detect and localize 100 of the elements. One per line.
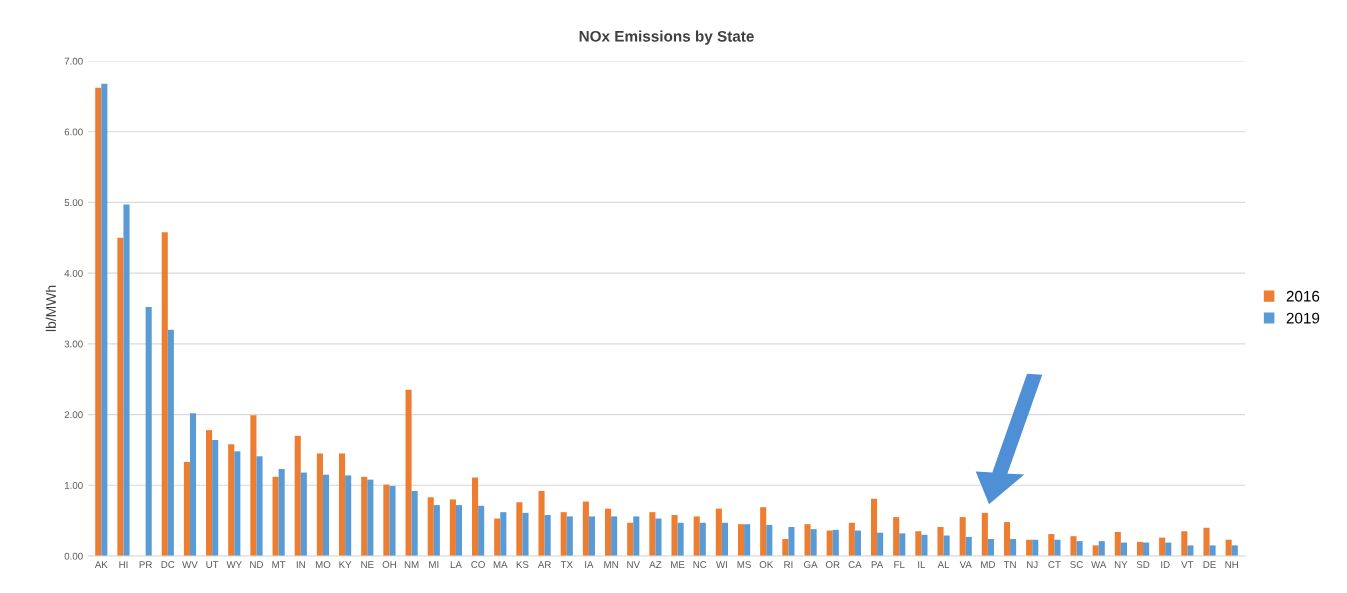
bar <box>478 505 485 556</box>
x-tick-label: MT <box>272 561 286 568</box>
y-axis-title: lb/MWh <box>45 285 56 332</box>
bar <box>161 232 168 556</box>
legend-label: 2019 <box>1286 312 1320 324</box>
x-tick-label: IA <box>585 561 594 568</box>
x-tick-label: FL <box>894 561 905 568</box>
x-tick-label: ID <box>1161 561 1170 568</box>
x-tick-label: MA <box>493 561 508 568</box>
bar <box>1114 531 1121 556</box>
bar <box>921 534 928 556</box>
x-tick-label: SD <box>1136 561 1150 568</box>
x-tick-label: MN <box>604 561 618 568</box>
bar <box>212 440 219 556</box>
bar <box>715 508 722 556</box>
x-tick-label: IN <box>296 561 305 568</box>
y-tick-label: 3.00 <box>64 340 83 348</box>
bar <box>1209 545 1216 556</box>
bar <box>345 475 352 556</box>
x-tick-label: UT <box>206 561 219 568</box>
bar <box>1054 539 1061 556</box>
x-tick-label: RI <box>784 561 793 568</box>
x-tick-label: DC <box>161 561 175 568</box>
x-tick-label: AR <box>537 561 551 568</box>
bar <box>1092 545 1099 556</box>
x-tick-label: NE <box>361 561 374 568</box>
bar <box>1032 539 1039 556</box>
x-tick-label: WV <box>182 561 198 568</box>
bar <box>1231 545 1238 556</box>
bar <box>405 389 412 556</box>
y-tick-label: 5.00 <box>64 199 83 207</box>
x-tick-label: MO <box>315 561 331 568</box>
x-tick-label: IL <box>918 561 926 568</box>
bar <box>228 444 235 556</box>
bar <box>671 514 678 556</box>
bar <box>937 527 944 556</box>
bar <box>389 485 396 556</box>
bar <box>788 527 795 556</box>
bar <box>300 472 307 556</box>
bar <box>810 529 817 556</box>
bar <box>588 516 596 556</box>
x-tick-label: CA <box>848 561 862 568</box>
bar <box>627 522 634 556</box>
x-tick-label: CT <box>1048 561 1061 568</box>
x-tick-label: SC <box>1070 561 1083 568</box>
bar <box>117 237 124 556</box>
x-tick-label: MD <box>981 561 995 568</box>
bar <box>494 518 501 556</box>
bar <box>1159 537 1166 556</box>
bar <box>721 522 729 556</box>
bar <box>411 490 418 556</box>
x-tick-label: TX <box>560 561 573 568</box>
bar <box>278 469 285 556</box>
bar <box>516 502 523 556</box>
bar <box>167 329 174 556</box>
x-tick-label: ND <box>250 561 264 568</box>
bar <box>433 505 440 556</box>
bar <box>234 451 241 556</box>
bar <box>848 522 855 556</box>
bar <box>1098 541 1105 556</box>
x-tick-label: WA <box>1091 561 1107 568</box>
bar <box>449 499 456 556</box>
bar <box>1203 527 1210 556</box>
x-tick-label: VT <box>1181 561 1194 568</box>
bar <box>566 516 573 556</box>
chart-title: NOx Emissions by State <box>579 30 754 45</box>
x-tick-label: TN <box>1003 561 1016 568</box>
bar <box>877 532 884 556</box>
bar <box>737 524 745 556</box>
bar <box>472 477 479 556</box>
bar <box>760 507 767 556</box>
bar <box>560 512 567 556</box>
bar <box>655 518 662 556</box>
bar <box>500 512 507 556</box>
x-tick-label: CO <box>471 561 485 568</box>
bar <box>250 415 257 556</box>
bar <box>95 87 102 556</box>
bar <box>256 456 263 556</box>
bar <box>189 413 197 556</box>
x-tick-label: PR <box>139 561 152 568</box>
x-tick-label: NH <box>1225 561 1238 568</box>
x-tick-label: WY <box>226 561 242 568</box>
bar <box>339 453 346 556</box>
bar <box>604 508 612 556</box>
y-tick-label: 6.00 <box>64 128 83 136</box>
x-tick-label: VA <box>959 561 972 568</box>
y-tick-label: 7.00 <box>64 57 83 65</box>
bar <box>744 524 751 556</box>
y-tick-label: 1.00 <box>64 482 83 489</box>
bar <box>316 453 323 556</box>
x-tick-label: WI <box>716 561 727 568</box>
bar <box>544 514 551 556</box>
bar <box>361 476 368 556</box>
bar <box>1136 541 1144 556</box>
legend-label: 2016 <box>1286 290 1320 302</box>
x-tick-label: AK <box>94 561 108 568</box>
bar <box>582 501 589 556</box>
bar <box>633 516 640 556</box>
x-tick-label: NM <box>404 561 419 568</box>
bar <box>183 461 190 556</box>
